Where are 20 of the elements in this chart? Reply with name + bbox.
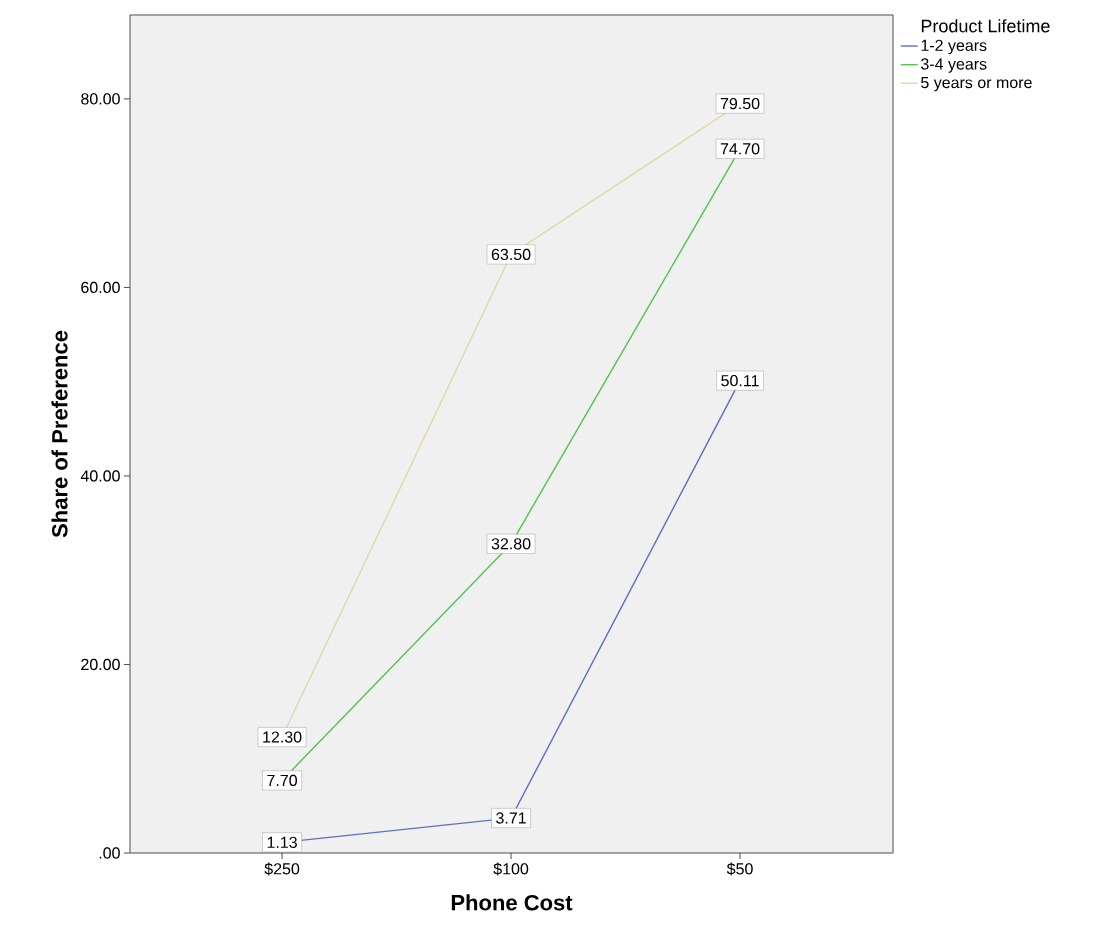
- data-label: 12.30: [263, 731, 302, 743]
- data-label: 50.11: [721, 374, 759, 387]
- x-tick-label: $50: [726, 862, 753, 876]
- y-axis-title: Share of Preference: [51, 330, 68, 538]
- x-tick-label: $100: [493, 862, 529, 876]
- y-tick-label: 80.00: [81, 93, 120, 105]
- x-axis-title: Phone Cost: [451, 894, 573, 911]
- data-label: 74.70: [720, 143, 760, 155]
- y-tick-label: .00: [99, 847, 120, 859]
- y-tick-label: 40.00: [80, 470, 120, 482]
- data-label: 63.50: [491, 248, 531, 261]
- y-tick-label: 20.00: [81, 658, 120, 671]
- x-tick-label: $250: [264, 862, 300, 876]
- legend-label: 1-2 years: [921, 39, 987, 55]
- legend-label: 3-4 years: [921, 58, 987, 73]
- legend-title: Product Lifetime: [921, 19, 1050, 33]
- y-tick-label: 60.00: [81, 281, 120, 294]
- legend-label: 5 years or more: [921, 76, 1032, 92]
- data-label: 79.50: [720, 97, 760, 110]
- data-label: 32.80: [491, 538, 531, 550]
